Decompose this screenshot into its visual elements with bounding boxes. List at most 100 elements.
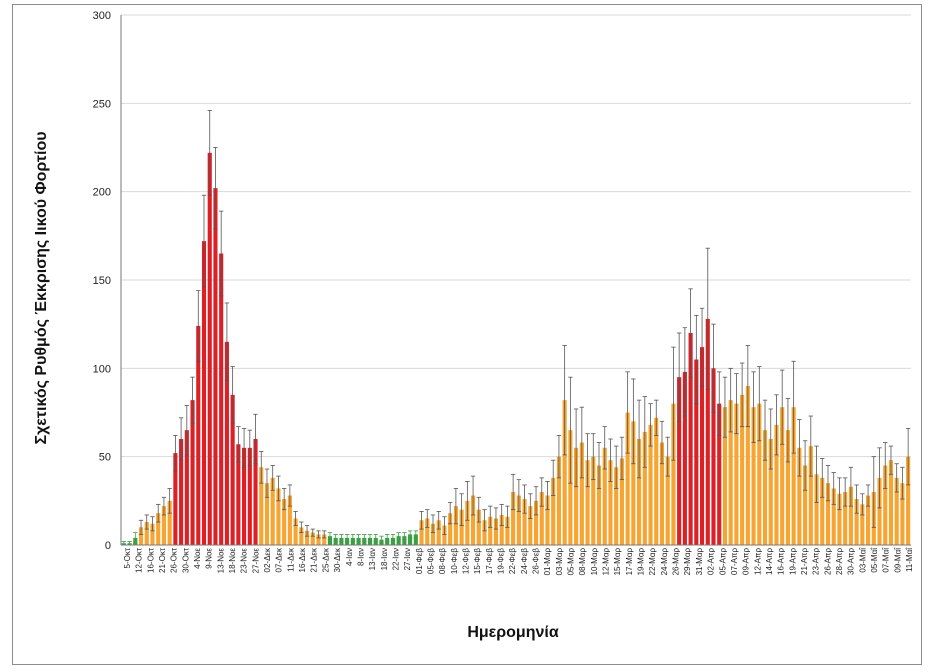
- bar: [236, 444, 241, 545]
- bar: [665, 456, 670, 545]
- bar: [224, 341, 229, 545]
- bar: [253, 439, 258, 545]
- bar: [219, 253, 224, 545]
- bar: [556, 456, 561, 545]
- bar: [762, 430, 768, 545]
- bar: [425, 518, 430, 545]
- bar: [562, 400, 567, 545]
- gridlines: [121, 14, 911, 458]
- bar: [247, 447, 252, 545]
- x-tick-label: 23-Απρ: [812, 548, 821, 575]
- bar: [694, 359, 699, 545]
- bar: [608, 460, 613, 545]
- x-axis-title: Ημερομηνία: [467, 624, 559, 641]
- bar: [659, 442, 665, 545]
- x-tick-label: 30-Απρ: [847, 548, 856, 575]
- x-tick-label: 8-Ιαν: [356, 548, 365, 566]
- bar: [196, 325, 201, 545]
- bar: [814, 474, 819, 545]
- bar: [877, 477, 882, 545]
- y-tick-label: 250: [93, 98, 111, 110]
- bar: [568, 430, 573, 545]
- bar: [717, 403, 722, 545]
- x-tick-label: 4-Ιαν: [345, 548, 354, 566]
- bar: [722, 407, 728, 545]
- bar: [894, 477, 899, 545]
- x-tick-label: 19-Μαρ: [637, 548, 646, 576]
- bar: [270, 477, 275, 545]
- x-tick-label: 29-Μαρ: [683, 548, 692, 576]
- x-tick-label: 31-Μαρ: [695, 548, 704, 576]
- x-tick-label: 25-Δεκ: [321, 547, 330, 572]
- x-tick-label: 21-Οκτ: [158, 547, 167, 573]
- x-tick-label: 07-Μαΐ: [882, 547, 891, 573]
- bar: [293, 518, 298, 545]
- bar: [459, 509, 464, 545]
- bar: [304, 530, 310, 545]
- bar: [156, 513, 161, 545]
- bar: [551, 477, 556, 545]
- bar: [316, 534, 321, 545]
- x-tick-label: 9-Νοε: [205, 548, 214, 569]
- bar: [259, 467, 264, 545]
- x-tick-label: 11-Δεκ: [286, 547, 295, 572]
- x-tick-label: 02-Δεκ: [263, 547, 272, 572]
- bar: [150, 523, 155, 545]
- bar: [860, 504, 865, 545]
- bar: [516, 495, 521, 545]
- bar: [883, 465, 888, 545]
- bar: [408, 534, 413, 545]
- x-tick-label: 05-Μαρ: [567, 548, 576, 576]
- bar: [161, 506, 166, 545]
- bar: [190, 400, 195, 545]
- bar: [488, 516, 493, 545]
- y-tick-label: 100: [93, 363, 111, 375]
- bar: [207, 152, 212, 546]
- x-tick-label: 26-Φεβ: [532, 548, 541, 575]
- error-bars: [121, 110, 911, 546]
- bar: [854, 499, 859, 545]
- bar: [780, 407, 785, 545]
- bar: [757, 403, 762, 545]
- x-tick-label: 4-Νοε: [193, 548, 202, 569]
- x-tick-label: 16-Απρ: [777, 548, 786, 575]
- x-tick-label: 05-Φεβ: [426, 548, 435, 575]
- bar: [184, 430, 189, 545]
- x-tick-label: 24-Μαρ: [660, 548, 669, 576]
- bar: [797, 447, 802, 545]
- bar: [465, 500, 470, 545]
- bar: [831, 488, 836, 545]
- x-tick-label: 07-Δεκ: [275, 547, 284, 572]
- bar: [848, 486, 853, 545]
- bar: [144, 522, 149, 545]
- bar: [402, 536, 407, 545]
- x-tick-label: 12-Μαρ: [602, 548, 611, 576]
- bar: [808, 446, 813, 545]
- bar: [545, 495, 550, 545]
- bar: [866, 495, 871, 545]
- x-tick-label: 15-Μαρ: [613, 548, 622, 576]
- bars: [121, 152, 911, 546]
- bar: [734, 403, 739, 545]
- x-tick-label: 22-Ιαν: [391, 548, 400, 570]
- x-tick-label: 08-Μαρ: [578, 548, 587, 576]
- bar: [173, 453, 178, 545]
- x-tick-label: 12-Φεβ: [461, 548, 470, 575]
- bar: [751, 407, 756, 545]
- bar: [230, 394, 235, 545]
- x-tick-label: 16-Δεκ: [298, 547, 307, 572]
- bar: [768, 439, 773, 545]
- bar: [448, 513, 453, 545]
- bar: [906, 456, 911, 545]
- x-tick-label: 19-Φεβ: [496, 548, 505, 575]
- bar: [471, 495, 476, 545]
- x-tick-label: 05-Μαΐ: [870, 547, 879, 573]
- bar: [453, 506, 458, 545]
- bar: [591, 456, 596, 545]
- bar: [287, 495, 292, 545]
- bar: [648, 424, 653, 545]
- x-tick-label: 30-Δεκ: [333, 547, 342, 572]
- x-tick-label: 01-Φεβ: [415, 548, 424, 575]
- x-tick-label: 09-Απρ: [742, 548, 751, 575]
- bar: [740, 394, 745, 545]
